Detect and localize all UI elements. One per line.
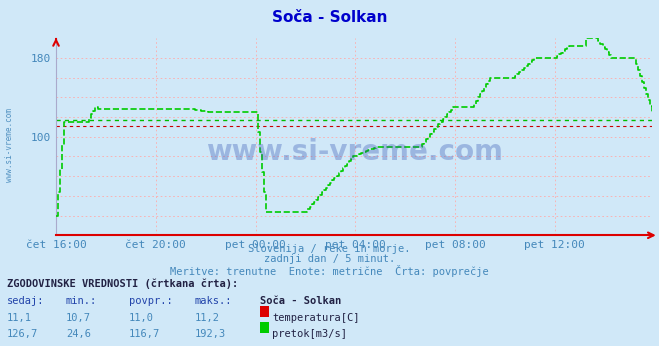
Text: povpr.:: povpr.: bbox=[129, 296, 172, 306]
Text: 11,2: 11,2 bbox=[194, 313, 219, 323]
Text: pretok[m3/s]: pretok[m3/s] bbox=[272, 329, 347, 339]
Text: maks.:: maks.: bbox=[194, 296, 232, 306]
Text: Soča - Solkan: Soča - Solkan bbox=[260, 296, 341, 306]
Text: temperatura[C]: temperatura[C] bbox=[272, 313, 360, 323]
Text: www.si-vreme.com: www.si-vreme.com bbox=[5, 108, 14, 182]
Text: 10,7: 10,7 bbox=[66, 313, 91, 323]
Text: 116,7: 116,7 bbox=[129, 329, 159, 339]
Text: Soča - Solkan: Soča - Solkan bbox=[272, 10, 387, 25]
Text: 126,7: 126,7 bbox=[7, 329, 38, 339]
Text: sedaj:: sedaj: bbox=[7, 296, 44, 306]
Text: 192,3: 192,3 bbox=[194, 329, 225, 339]
Text: www.si-vreme.com: www.si-vreme.com bbox=[206, 138, 503, 166]
Text: ZGODOVINSKE VREDNOSTI (črtkana črta):: ZGODOVINSKE VREDNOSTI (črtkana črta): bbox=[7, 279, 238, 289]
Text: 24,6: 24,6 bbox=[66, 329, 91, 339]
Text: Meritve: trenutne  Enote: metrične  Črta: povprečje: Meritve: trenutne Enote: metrične Črta: … bbox=[170, 265, 489, 277]
Text: 11,1: 11,1 bbox=[7, 313, 32, 323]
Text: Slovenija / reke in morje.: Slovenija / reke in morje. bbox=[248, 244, 411, 254]
Text: 11,0: 11,0 bbox=[129, 313, 154, 323]
Text: min.:: min.: bbox=[66, 296, 97, 306]
Text: zadnji dan / 5 minut.: zadnji dan / 5 minut. bbox=[264, 254, 395, 264]
